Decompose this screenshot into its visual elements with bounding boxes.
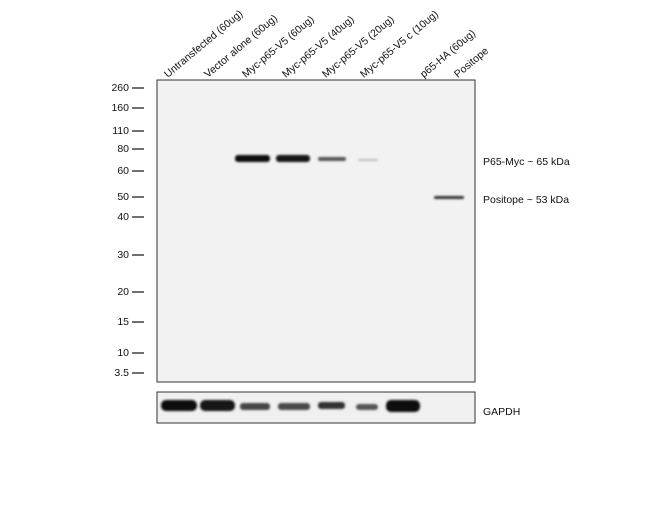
marker-label: 80 — [117, 143, 129, 155]
lane-label: Myc-p65-V5 (60ug) — [240, 13, 317, 80]
band — [235, 155, 270, 162]
band — [356, 404, 378, 410]
annotation: Positope ~ 53 kDa — [483, 194, 569, 206]
band — [386, 400, 420, 412]
band — [240, 403, 270, 410]
lane-labels: Untransfected (60ug)Vector alone (60ug)M… — [162, 8, 491, 81]
marker-label: 260 — [111, 82, 129, 94]
marker-label: 50 — [117, 191, 129, 203]
marker-label: 15 — [117, 316, 129, 328]
marker-label: 20 — [117, 286, 129, 298]
annotation: GAPDH — [483, 406, 520, 418]
marker-label: 110 — [112, 125, 129, 137]
marker-label: 10 — [117, 347, 129, 359]
band — [278, 403, 310, 410]
marker-label: 3.5 — [114, 367, 129, 379]
band — [318, 402, 345, 409]
annotation: P65-Myc ~ 65 kDa — [483, 156, 570, 168]
marker-label: 160 — [111, 102, 129, 114]
band — [434, 196, 464, 199]
band — [276, 155, 310, 162]
lane-label: Myc-p65-V5 (40ug) — [280, 13, 357, 80]
band — [200, 400, 235, 411]
band — [161, 400, 197, 411]
marker-label: 30 — [117, 249, 129, 261]
marker-label: 40 — [117, 211, 129, 223]
band — [318, 157, 346, 161]
marker-label: 60 — [117, 165, 129, 177]
bands — [161, 155, 464, 412]
marker-ladder: 260 160 110 80 60 50 40 30 20 15 10 3.5 — [111, 82, 144, 379]
main-blot — [156, 79, 476, 383]
band — [358, 159, 378, 161]
